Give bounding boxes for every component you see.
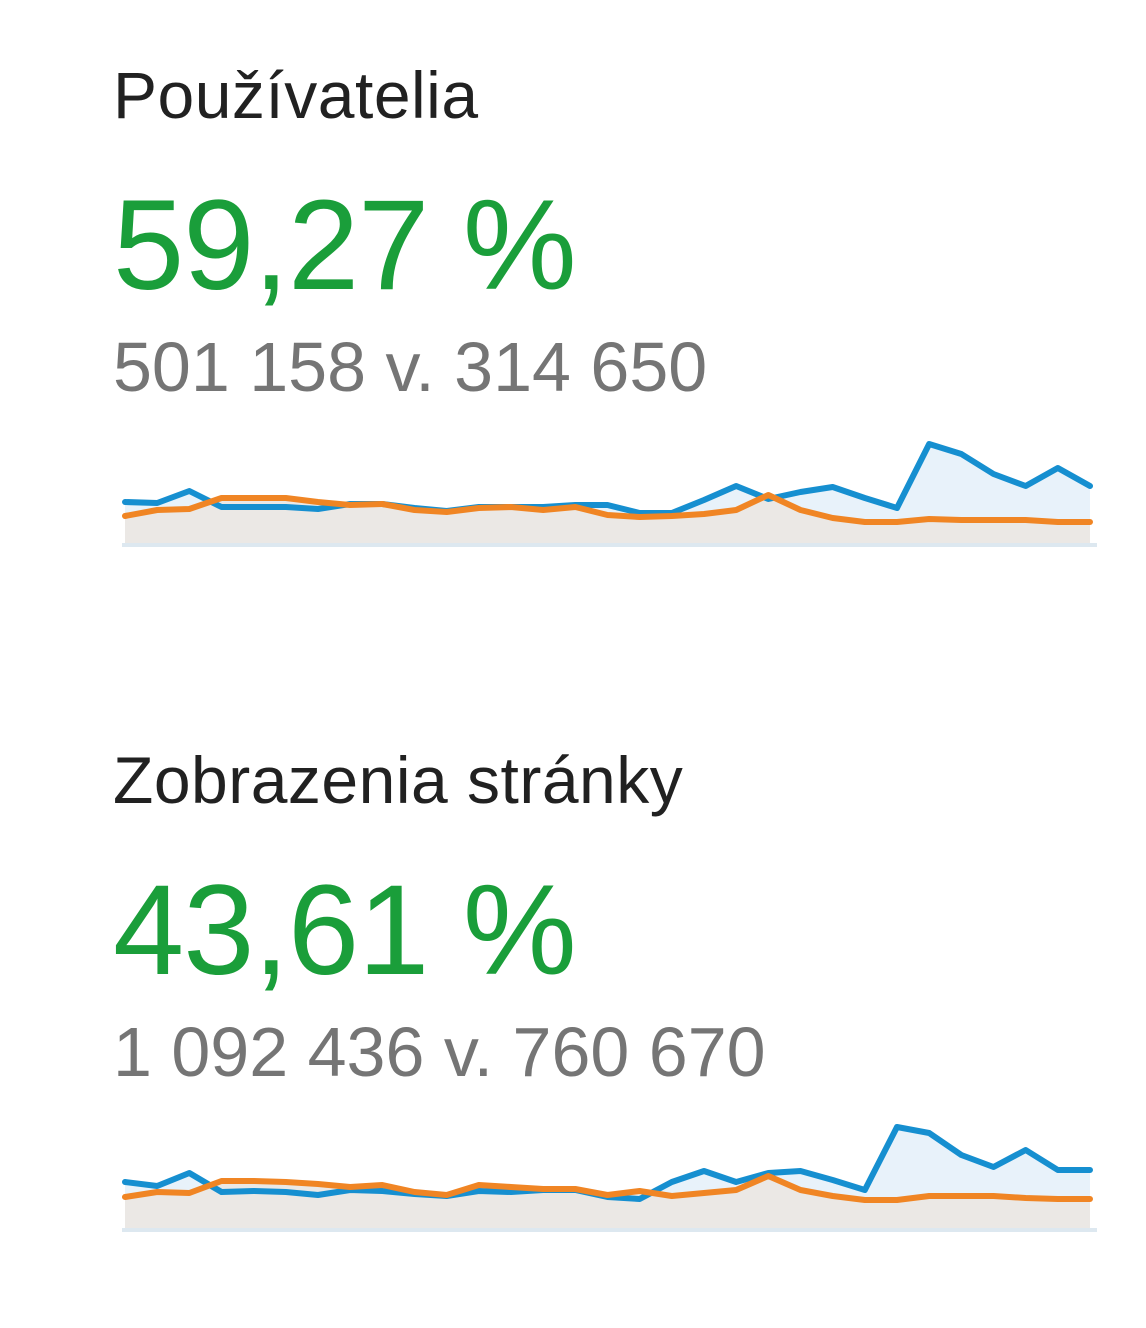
current-period-line xyxy=(122,441,1093,516)
previous-period-line xyxy=(122,1173,1093,1203)
metric-card-users[interactable]: Používatelia 59,27 % 501 158 v. 314 650 xyxy=(0,0,1146,660)
sparkline-chart xyxy=(122,441,1097,547)
metric-change-percent: 43,61 % xyxy=(113,859,577,1002)
metric-card-pageviews[interactable]: Zobrazenia stránky 43,61 % 1 092 436 v. … xyxy=(0,685,1146,1328)
previous-period-line xyxy=(122,492,1093,525)
sparkline-chart xyxy=(122,1124,1097,1232)
metric-title: Zobrazenia stránky xyxy=(113,743,684,817)
metric-comparison: 1 092 436 v. 760 670 xyxy=(113,1013,766,1091)
metric-title: Používatelia xyxy=(113,58,479,132)
metric-change-percent: 59,27 % xyxy=(113,174,577,317)
metric-comparison: 501 158 v. 314 650 xyxy=(113,328,708,406)
